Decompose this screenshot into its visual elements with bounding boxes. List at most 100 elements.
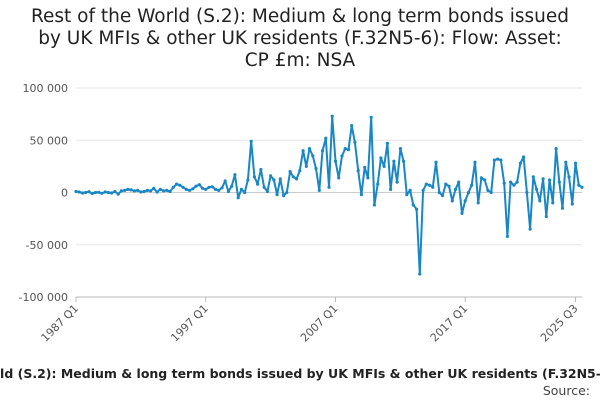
data-point[interactable]: [567, 175, 571, 179]
data-point[interactable]: [265, 189, 269, 194]
data-point[interactable]: [103, 190, 107, 194]
data-point[interactable]: [175, 182, 179, 186]
data-point[interactable]: [77, 190, 81, 194]
data-point[interactable]: [155, 190, 159, 194]
data-point[interactable]: [428, 183, 432, 187]
data-point[interactable]: [382, 164, 386, 168]
data-point[interactable]: [398, 147, 402, 151]
data-point[interactable]: [171, 185, 175, 189]
data-point[interactable]: [259, 167, 263, 172]
data-point[interactable]: [457, 180, 461, 184]
data-point[interactable]: [226, 189, 230, 194]
data-point[interactable]: [210, 185, 214, 189]
data-point[interactable]: [453, 187, 458, 191]
data-point[interactable]: [298, 169, 302, 173]
data-point[interactable]: [466, 190, 471, 195]
data-point[interactable]: [460, 211, 464, 215]
data-point[interactable]: [483, 178, 487, 182]
data-point[interactable]: [515, 180, 519, 184]
data-point[interactable]: [525, 190, 529, 195]
data-point[interactable]: [233, 173, 237, 177]
data-point[interactable]: [551, 201, 555, 205]
data-point[interactable]: [560, 206, 565, 210]
data-point[interactable]: [557, 180, 561, 184]
data-point[interactable]: [577, 183, 581, 187]
data-point[interactable]: [418, 272, 422, 276]
data-point[interactable]: [421, 188, 425, 192]
data-point[interactable]: [463, 199, 467, 203]
data-point[interactable]: [411, 203, 415, 207]
data-point[interactable]: [282, 194, 286, 198]
data-point[interactable]: [473, 160, 477, 164]
data-point[interactable]: [486, 188, 490, 192]
data-point[interactable]: [168, 189, 172, 194]
data-point[interactable]: [145, 188, 149, 192]
data-point[interactable]: [317, 188, 321, 192]
data-point[interactable]: [489, 190, 493, 195]
data-point[interactable]: [544, 214, 548, 219]
data-point[interactable]: [369, 115, 373, 119]
data-point[interactable]: [291, 175, 295, 179]
data-point[interactable]: [518, 161, 523, 165]
data-point[interactable]: [392, 159, 396, 163]
data-point[interactable]: [531, 175, 535, 179]
data-point[interactable]: [564, 160, 568, 164]
data-point[interactable]: [213, 187, 218, 191]
data-point[interactable]: [249, 139, 253, 143]
data-point[interactable]: [84, 190, 88, 195]
data-point[interactable]: [152, 186, 156, 190]
data-point[interactable]: [80, 191, 85, 195]
data-point[interactable]: [304, 164, 308, 168]
data-point[interactable]: [405, 193, 409, 197]
data-point[interactable]: [479, 176, 483, 180]
data-point[interactable]: [307, 147, 312, 151]
data-point[interactable]: [573, 161, 578, 165]
data-point[interactable]: [239, 187, 243, 191]
data-point[interactable]: [119, 189, 123, 193]
data-point[interactable]: [197, 183, 201, 187]
data-point[interactable]: [74, 189, 78, 194]
data-point[interactable]: [431, 185, 435, 189]
data-point[interactable]: [200, 186, 205, 190]
data-point[interactable]: [450, 199, 454, 203]
data-point[interactable]: [470, 183, 474, 187]
data-point[interactable]: [126, 187, 130, 191]
data-point[interactable]: [278, 177, 282, 181]
data-point[interactable]: [194, 184, 198, 188]
data-point[interactable]: [158, 187, 162, 191]
data-point[interactable]: [379, 156, 383, 160]
data-point[interactable]: [178, 183, 182, 187]
data-point[interactable]: [444, 182, 448, 186]
data-point[interactable]: [217, 188, 221, 192]
data-point[interactable]: [113, 189, 117, 194]
data-point[interactable]: [434, 160, 438, 164]
data-point[interactable]: [440, 194, 445, 198]
data-point[interactable]: [535, 187, 539, 191]
data-point[interactable]: [395, 180, 399, 184]
data-point[interactable]: [207, 185, 211, 189]
data-point[interactable]: [139, 190, 143, 194]
data-point[interactable]: [372, 203, 376, 207]
data-point[interactable]: [499, 158, 503, 162]
data-point[interactable]: [343, 147, 347, 151]
data-point[interactable]: [340, 154, 344, 158]
data-point[interactable]: [149, 189, 153, 193]
data-point[interactable]: [187, 188, 192, 192]
data-point[interactable]: [123, 188, 127, 192]
data-point[interactable]: [402, 159, 406, 163]
data-point[interactable]: [90, 191, 94, 196]
data-point[interactable]: [288, 170, 292, 174]
data-point[interactable]: [262, 185, 266, 189]
data-point[interactable]: [333, 159, 338, 163]
data-point[interactable]: [541, 177, 545, 181]
data-point[interactable]: [502, 181, 506, 185]
data-point[interactable]: [246, 178, 250, 182]
data-point[interactable]: [389, 187, 393, 191]
data-point[interactable]: [496, 157, 500, 161]
data-point[interactable]: [447, 184, 451, 188]
data-point[interactable]: [408, 188, 412, 192]
data-point[interactable]: [165, 188, 169, 192]
data-point[interactable]: [314, 166, 318, 171]
data-point[interactable]: [366, 176, 370, 180]
data-point[interactable]: [301, 149, 305, 153]
